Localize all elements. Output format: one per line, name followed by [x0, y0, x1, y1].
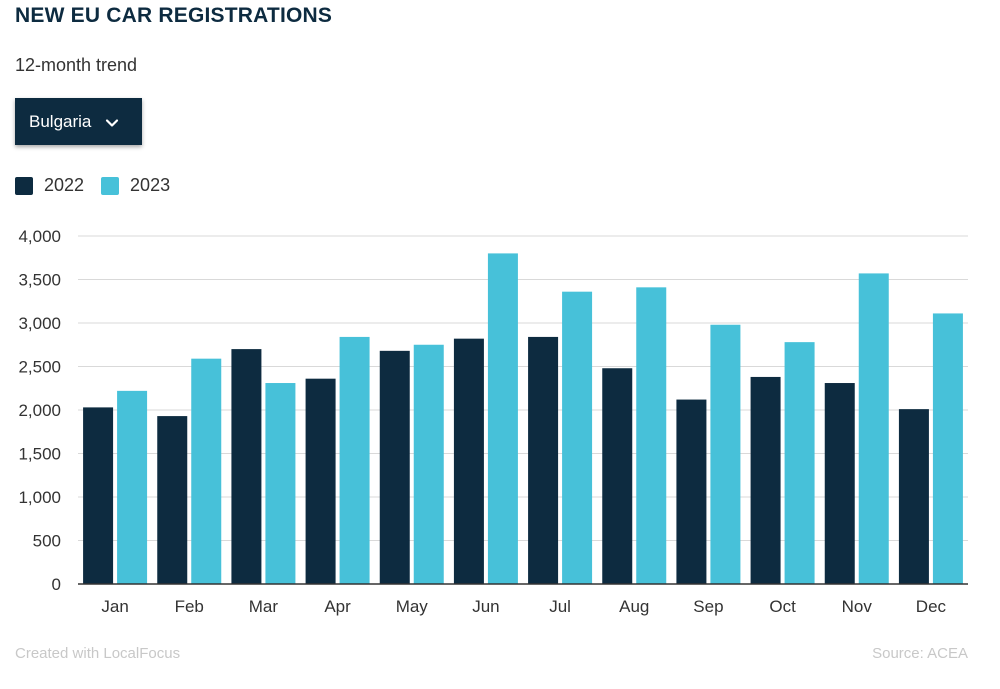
footer-credit[interactable]: Created with LocalFocus	[15, 645, 181, 662]
bar-2023-jul	[562, 291, 593, 584]
y-tick-label: 0	[52, 575, 61, 594]
dropdown-selected-label: Bulgaria	[29, 111, 92, 131]
x-tick-label: Sep	[693, 597, 723, 616]
bar-2022-nov	[824, 383, 855, 584]
country-dropdown[interactable]: Bulgaria	[15, 98, 142, 145]
bar-2022-jan	[83, 407, 114, 584]
y-tick-label: 1,000	[18, 488, 61, 507]
y-tick-label: 1,500	[18, 445, 61, 464]
bar-2023-dec	[932, 313, 963, 584]
bar-2022-oct	[750, 376, 781, 584]
legend-label-2022: 2022	[44, 175, 85, 195]
chart-legend: 2022 2023	[15, 175, 187, 196]
bar-2022-jun	[453, 338, 484, 584]
legend-swatch-2023	[101, 176, 120, 195]
bar-2023-jan	[117, 390, 148, 584]
x-tick-label: Jul	[549, 597, 571, 616]
bar-2022-may	[379, 350, 410, 584]
bar-2023-sep	[710, 324, 741, 584]
x-tick-label: Jun	[472, 597, 499, 616]
bar-2023-apr	[339, 336, 370, 584]
legend-item-2023[interactable]: 2023	[101, 175, 170, 196]
y-tick-label: 2,000	[18, 401, 61, 420]
bar-2022-sep	[676, 399, 707, 584]
x-tick-label: Apr	[324, 597, 351, 616]
y-tick-label: 3,500	[18, 271, 61, 290]
bar-2023-jun	[487, 253, 518, 584]
bar-2023-nov	[858, 273, 889, 584]
legend-item-2022[interactable]: 2022	[15, 175, 84, 196]
legend-label-2023: 2023	[130, 175, 171, 195]
y-tick-label: 4,000	[18, 227, 61, 246]
bar-2023-oct	[784, 342, 815, 584]
y-tick-label: 500	[33, 532, 61, 551]
x-tick-label: May	[396, 597, 429, 616]
bar-2022-feb	[157, 416, 188, 584]
legend-swatch-2022	[15, 176, 33, 195]
x-tick-label: Oct	[769, 597, 796, 616]
y-tick-label: 3,000	[18, 314, 61, 333]
chart-title: NEW EU CAR REGISTRATIONS	[15, 4, 333, 27]
footer-source: Source: ACEA	[872, 645, 968, 662]
x-tick-label: Mar	[249, 597, 279, 616]
x-tick-label: Feb	[175, 597, 204, 616]
x-tick-label: Nov	[842, 597, 873, 616]
bar-2022-aug	[602, 368, 633, 584]
bar-2023-may	[413, 344, 444, 584]
bar-2023-aug	[636, 287, 667, 584]
bar-2022-mar	[231, 349, 262, 584]
x-tick-label: Dec	[916, 597, 947, 616]
x-tick-label: Jan	[101, 597, 128, 616]
bar-2022-apr	[305, 378, 336, 584]
y-tick-label: 2,500	[18, 358, 61, 377]
bar-2022-jul	[528, 336, 559, 584]
x-tick-label: Aug	[619, 597, 649, 616]
chart-subtitle: 12-month trend	[15, 55, 138, 75]
bar-2023-mar	[265, 383, 296, 584]
bar-2022-dec	[898, 409, 929, 584]
chevron-down-icon	[105, 115, 119, 129]
bar-2023-feb	[191, 358, 222, 584]
